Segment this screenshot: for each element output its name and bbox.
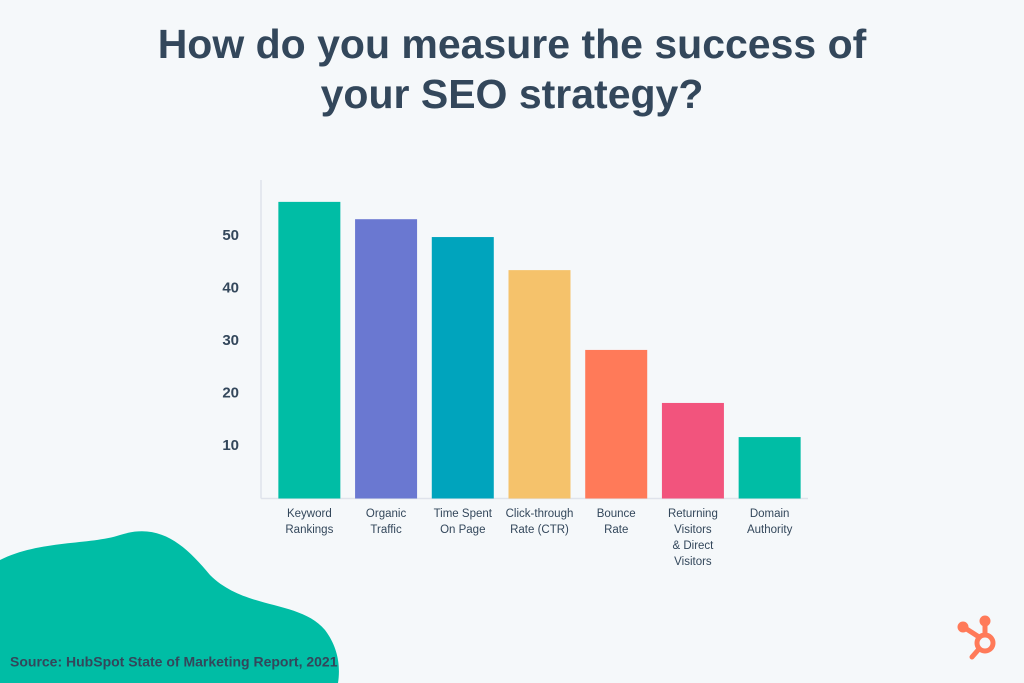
x-tick-label: Domain <box>750 508 790 520</box>
y-tick-label: 30 <box>222 332 239 349</box>
y-tick-label: 40 <box>222 279 239 296</box>
bar <box>508 270 571 499</box>
y-tick-label: 50 <box>222 227 239 244</box>
x-tick-label: Traffic <box>370 524 402 536</box>
bar <box>431 237 494 499</box>
x-tick-label: Returning <box>668 508 718 520</box>
y-tick-label: 10 <box>222 437 239 454</box>
x-tick-label: Click-through <box>506 508 574 520</box>
chart-title: How do you measure the success of <box>158 21 867 67</box>
bar <box>355 219 418 499</box>
x-tick-label: Visitors <box>674 556 712 568</box>
logo <box>957 615 996 660</box>
chart-title: your SEO strategy? <box>321 71 704 117</box>
x-tick-label: Time Spent <box>434 508 493 520</box>
decorative-blob <box>0 531 339 683</box>
x-tick-label: Organic <box>366 508 407 520</box>
x-tick-label: Visitors <box>674 524 712 536</box>
x-tick-label: Authority <box>747 524 793 536</box>
x-tick-label: Rate <box>604 524 628 536</box>
x-tick-label: On Page <box>440 524 485 536</box>
source-note: Source: HubSpot State of Marketing Repor… <box>10 654 338 670</box>
bar <box>661 402 724 499</box>
y-tick-label: 20 <box>222 384 239 401</box>
bar <box>585 349 648 499</box>
x-tick-label: Rate (CTR) <box>510 524 569 536</box>
x-tick-label: & Direct <box>672 540 714 552</box>
bar <box>738 437 801 499</box>
x-tick-label: Bounce <box>597 508 636 520</box>
x-tick-label: Rankings <box>285 524 333 536</box>
bar <box>278 201 341 499</box>
x-tick-label: Keyword <box>287 508 332 520</box>
